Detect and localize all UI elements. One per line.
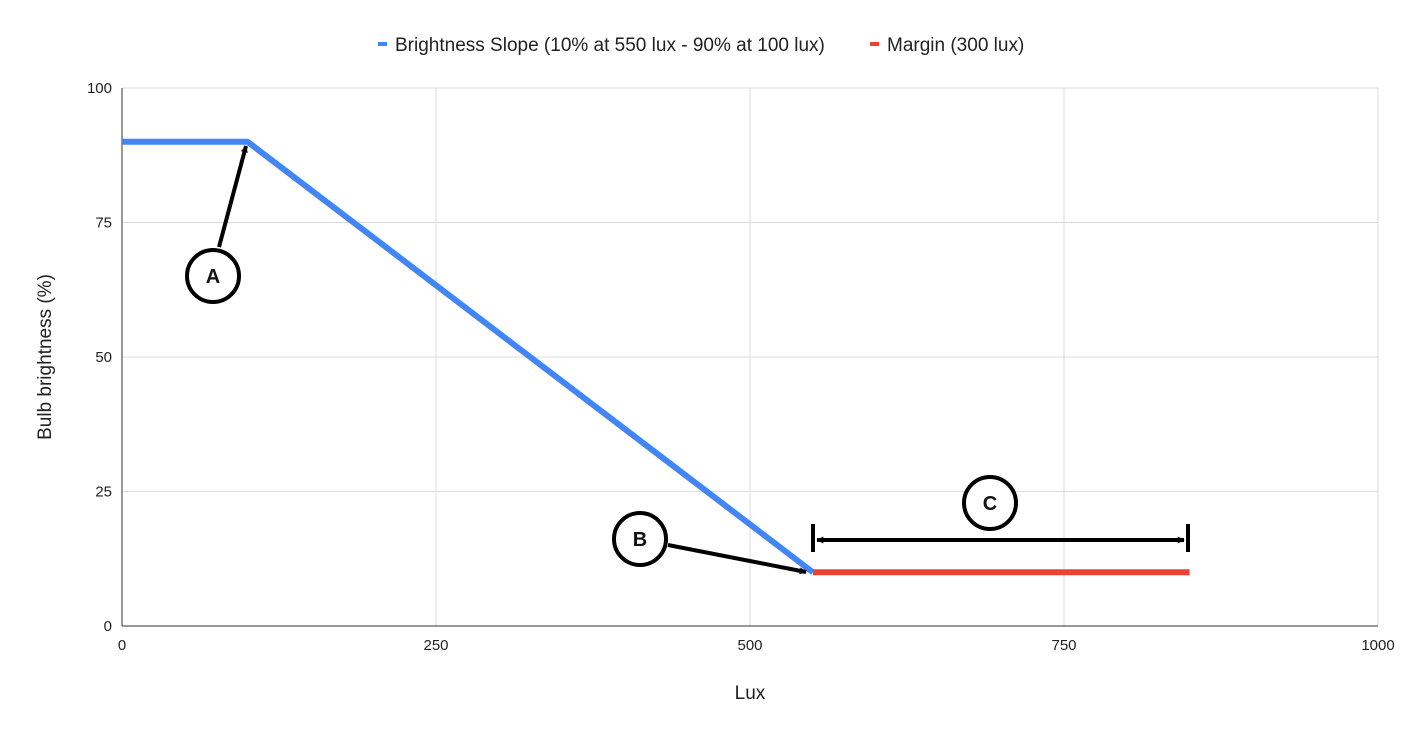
y-tick-label-75: 75	[95, 215, 112, 232]
legend-swatch-brightness-slope	[378, 42, 387, 46]
callout-b-label: B	[633, 529, 647, 551]
x-tick-label-750: 750	[1051, 637, 1076, 654]
callout-a-label: A	[206, 266, 220, 288]
y-tick-label-25: 25	[95, 484, 112, 501]
x-tick-label-500: 500	[737, 637, 762, 654]
legend-label-margin: Margin (300 lux)	[887, 35, 1024, 56]
callout-a-arrow	[217, 145, 248, 248]
y-axis-ticks: 0 25 50 75 100	[87, 80, 112, 635]
callout-a-circle	[185, 248, 241, 304]
annotations: A B C	[185, 145, 1190, 575]
y-axis-title: Bulb brightness (%)	[35, 274, 56, 440]
x-tick-label-250: 250	[423, 637, 448, 654]
x-tick-label-0: 0	[118, 637, 126, 654]
y-tick-label-50: 50	[95, 349, 112, 366]
x-axis-title: Lux	[735, 683, 766, 704]
callout-c-circle	[962, 475, 1018, 531]
legend-label-brightness-slope: Brightness Slope (10% at 550 lux - 90% a…	[395, 35, 825, 56]
callout-b-circle	[612, 511, 668, 567]
series-lines	[122, 138, 1190, 576]
y-tick-label-100: 100	[87, 80, 112, 97]
grid-lines	[121, 87, 1379, 627]
callout-b-arrow	[667, 543, 807, 575]
x-tick-label-1000: 1000	[1361, 637, 1394, 654]
y-tick-label-0: 0	[104, 618, 112, 635]
x-axis-ticks: 0 250 500 750 1000	[118, 637, 1395, 654]
callout-c-label: C	[983, 493, 997, 515]
series-line-brightness-slope	[122, 138, 815, 575]
legend-swatch-margin	[870, 42, 879, 46]
legend: Brightness Slope (10% at 550 lux - 90% a…	[378, 35, 1024, 56]
